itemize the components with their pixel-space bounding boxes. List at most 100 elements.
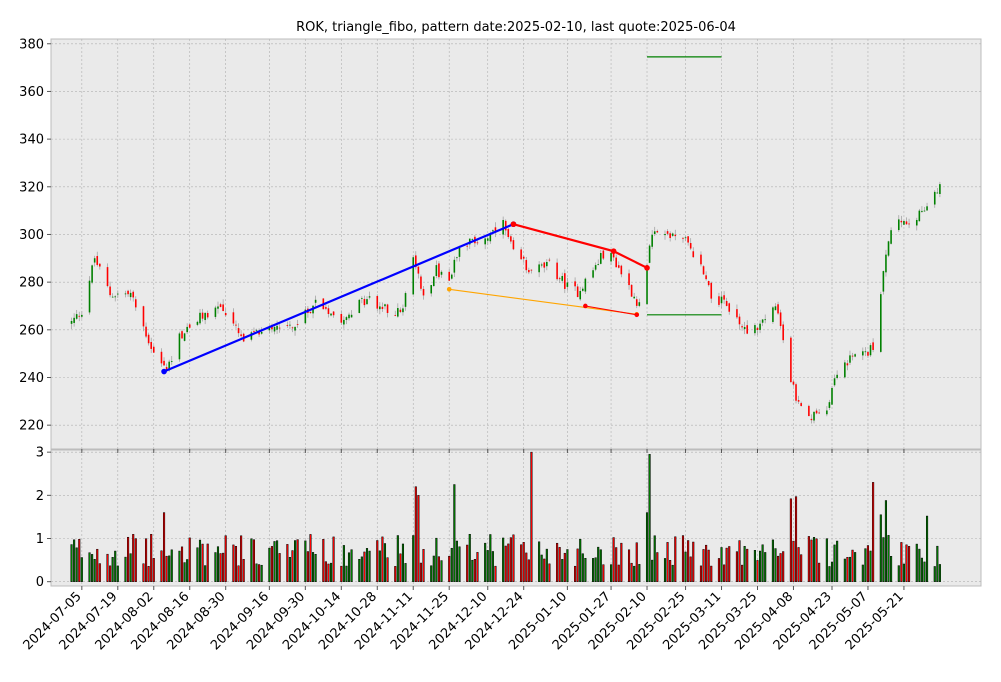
- volume-bar: [365, 548, 369, 582]
- volume-bar: [132, 534, 135, 582]
- volume-bar: [491, 551, 494, 582]
- volume-bar: [358, 559, 361, 582]
- candle-body: [276, 325, 278, 330]
- volume-bar: [753, 550, 756, 582]
- candle-body: [846, 363, 849, 366]
- volume-bar: [394, 566, 397, 582]
- candle-body: [862, 351, 864, 356]
- volume-bar: [152, 558, 155, 582]
- candle-body: [93, 258, 96, 263]
- candle-body: [725, 300, 728, 306]
- candle-body: [671, 233, 674, 236]
- candle-body: [196, 321, 199, 325]
- candle-body: [340, 313, 343, 323]
- volume-bar: [224, 535, 227, 582]
- candle-body: [304, 309, 307, 324]
- volume-bars: [70, 451, 941, 582]
- volume-bar: [836, 540, 839, 582]
- candle-body: [702, 266, 705, 275]
- candle-body: [178, 333, 181, 360]
- volume-bar: [638, 564, 641, 582]
- volume-bar: [597, 546, 600, 582]
- volume-bar: [458, 546, 461, 582]
- candle-body: [628, 273, 630, 286]
- candle-body: [450, 274, 453, 279]
- candle-body: [620, 265, 623, 275]
- volume-bar: [234, 546, 238, 582]
- volume-bar: [347, 552, 351, 582]
- candle-body: [186, 326, 188, 333]
- volume-bar: [237, 565, 240, 582]
- candle-body: [417, 266, 420, 274]
- volume-bar: [401, 543, 405, 582]
- volume-bar: [124, 556, 127, 582]
- volume-bar: [437, 556, 440, 582]
- volume-bar: [145, 538, 148, 582]
- volume-bar: [453, 484, 456, 582]
- volume-bar: [884, 500, 887, 582]
- candle-body: [890, 230, 892, 244]
- candle-body: [350, 314, 353, 318]
- volume-bar: [648, 454, 651, 582]
- volume-bar: [599, 549, 602, 582]
- volume-bar: [735, 551, 738, 582]
- volume-bar: [707, 549, 710, 582]
- volume-bar: [162, 512, 166, 582]
- volume-bar: [502, 537, 505, 582]
- volume-bar: [363, 551, 366, 582]
- candle-body: [96, 256, 99, 265]
- candle-body: [759, 323, 761, 330]
- volume-bar: [681, 535, 685, 582]
- candle-body: [489, 233, 492, 242]
- candle-body: [145, 326, 147, 337]
- volume-bar: [653, 535, 656, 582]
- volume-bar: [743, 546, 746, 582]
- candle-body: [432, 276, 435, 287]
- volume-bar: [776, 555, 780, 582]
- candle-body: [348, 314, 350, 319]
- candle-body: [797, 400, 800, 402]
- volume-bar: [617, 564, 620, 582]
- volume-bar: [170, 549, 173, 582]
- candle-body: [800, 403, 802, 406]
- candle-body: [664, 233, 666, 236]
- volume-bar: [545, 548, 548, 582]
- candle-body: [81, 314, 83, 317]
- volume-bar: [142, 563, 145, 582]
- volume-bar: [620, 542, 623, 582]
- volume-bar: [240, 535, 243, 582]
- candle-body: [574, 281, 576, 287]
- volume-bar: [291, 550, 294, 582]
- candle-body: [494, 227, 497, 233]
- candle-body: [278, 327, 281, 329]
- volume-bar: [548, 563, 551, 582]
- volume-bar: [471, 559, 474, 582]
- volume-bar: [538, 541, 541, 582]
- candle-body: [918, 210, 921, 222]
- volume-bar: [828, 566, 831, 582]
- candle-body: [777, 304, 779, 314]
- volume-bar: [440, 560, 443, 582]
- volume-bar: [830, 561, 834, 582]
- candle-body: [617, 265, 620, 268]
- candle-body: [332, 311, 335, 316]
- candle-body: [296, 324, 299, 325]
- volume-bar: [923, 561, 926, 582]
- volume-bar: [522, 542, 525, 582]
- volume-bar: [242, 559, 245, 582]
- candle-body: [602, 250, 605, 259]
- candle-body: [75, 314, 78, 319]
- volume-bar: [198, 539, 202, 582]
- volume-bar: [134, 538, 137, 582]
- volume-bar: [147, 566, 150, 582]
- candle-body: [330, 313, 332, 316]
- candle-body: [106, 267, 109, 287]
- volume-bar: [412, 535, 415, 582]
- candle-body: [646, 265, 648, 305]
- volume-bar: [581, 553, 584, 582]
- volume-bar: [342, 545, 345, 582]
- candle-body: [885, 254, 887, 273]
- candle-body: [271, 325, 273, 330]
- candle-body: [237, 328, 240, 334]
- volume-bar: [807, 536, 810, 582]
